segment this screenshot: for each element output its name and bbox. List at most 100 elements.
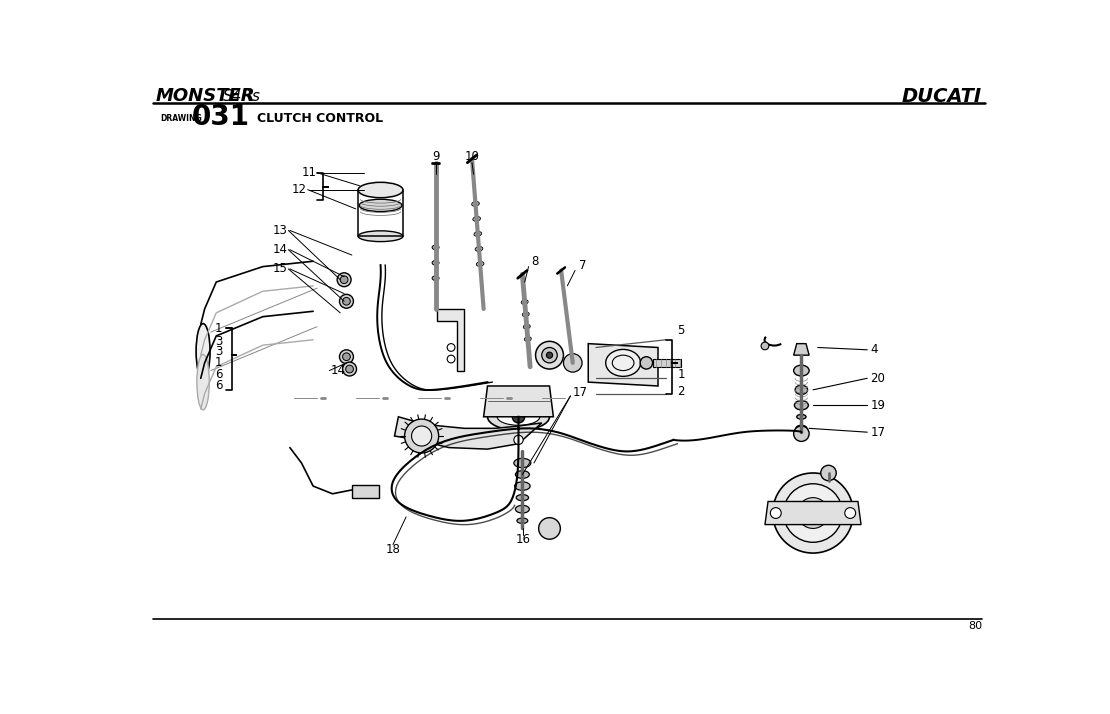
Circle shape <box>345 365 353 373</box>
Text: 80: 80 <box>968 621 982 631</box>
Ellipse shape <box>795 401 808 410</box>
Ellipse shape <box>360 199 402 211</box>
Circle shape <box>513 411 525 423</box>
Circle shape <box>340 350 353 363</box>
Circle shape <box>535 341 564 369</box>
Ellipse shape <box>514 458 531 468</box>
Circle shape <box>845 508 856 518</box>
Text: 6: 6 <box>215 379 222 393</box>
Circle shape <box>412 426 432 446</box>
Text: 10: 10 <box>465 150 480 163</box>
Ellipse shape <box>359 182 403 198</box>
Text: 3: 3 <box>215 345 222 358</box>
Text: 9: 9 <box>432 150 440 163</box>
Text: MONSTER: MONSTER <box>155 87 255 106</box>
Ellipse shape <box>196 354 210 410</box>
Text: DUCATI: DUCATI <box>901 87 982 106</box>
Ellipse shape <box>523 312 529 317</box>
Ellipse shape <box>795 386 808 394</box>
Circle shape <box>341 276 349 283</box>
Text: 20: 20 <box>870 372 886 385</box>
Ellipse shape <box>473 216 481 221</box>
Polygon shape <box>794 343 809 355</box>
Text: 17: 17 <box>870 426 886 438</box>
Text: 14: 14 <box>273 243 287 256</box>
Ellipse shape <box>497 408 539 426</box>
Circle shape <box>542 348 557 363</box>
Circle shape <box>447 343 455 351</box>
Text: 7: 7 <box>579 258 586 271</box>
Text: 18: 18 <box>385 543 401 555</box>
Ellipse shape <box>522 300 528 304</box>
Ellipse shape <box>196 323 210 379</box>
Ellipse shape <box>515 471 529 478</box>
Ellipse shape <box>432 276 440 281</box>
Circle shape <box>343 353 351 361</box>
Ellipse shape <box>797 414 806 419</box>
Ellipse shape <box>432 261 440 265</box>
Ellipse shape <box>517 518 527 523</box>
Ellipse shape <box>524 337 532 341</box>
Polygon shape <box>653 359 682 367</box>
Text: 031: 031 <box>191 104 250 131</box>
Circle shape <box>564 353 582 372</box>
Ellipse shape <box>794 365 809 376</box>
Text: 14: 14 <box>330 364 345 377</box>
Ellipse shape <box>359 231 403 241</box>
Text: 13: 13 <box>273 224 287 237</box>
Text: 3: 3 <box>215 335 222 348</box>
Text: DRAWING: DRAWING <box>161 114 202 124</box>
Text: 15: 15 <box>273 263 287 276</box>
Text: 5: 5 <box>677 324 685 337</box>
Ellipse shape <box>472 201 480 206</box>
Text: 12: 12 <box>292 183 307 196</box>
Circle shape <box>794 426 809 441</box>
Text: 16: 16 <box>516 533 531 546</box>
Text: CLUTCH CONTROL: CLUTCH CONTROL <box>256 112 383 125</box>
Text: 4: 4 <box>870 343 878 356</box>
Circle shape <box>538 518 561 539</box>
Circle shape <box>784 484 842 543</box>
Circle shape <box>546 352 553 358</box>
Text: 6: 6 <box>215 368 222 381</box>
Polygon shape <box>437 309 464 371</box>
Circle shape <box>761 342 769 350</box>
Ellipse shape <box>476 261 484 266</box>
Ellipse shape <box>523 324 531 329</box>
Text: S4Rs: S4Rs <box>222 89 261 104</box>
Text: 1: 1 <box>215 322 222 335</box>
Circle shape <box>773 473 854 553</box>
Polygon shape <box>588 343 658 386</box>
Text: 1: 1 <box>677 368 685 381</box>
Circle shape <box>770 508 781 518</box>
Ellipse shape <box>516 495 528 501</box>
Polygon shape <box>484 386 554 417</box>
Ellipse shape <box>515 506 529 513</box>
Circle shape <box>343 362 356 376</box>
Ellipse shape <box>487 403 549 431</box>
Circle shape <box>340 294 353 308</box>
Circle shape <box>640 357 653 369</box>
Text: 1: 1 <box>215 356 222 369</box>
Circle shape <box>337 273 351 286</box>
Text: 17: 17 <box>573 386 588 398</box>
Text: 19: 19 <box>870 398 886 412</box>
Ellipse shape <box>475 246 483 251</box>
Ellipse shape <box>432 245 440 250</box>
Ellipse shape <box>474 231 482 236</box>
Circle shape <box>514 436 523 445</box>
Text: 8: 8 <box>532 255 539 268</box>
Text: 11: 11 <box>301 166 316 179</box>
Text: 2: 2 <box>677 385 685 398</box>
Circle shape <box>820 466 836 481</box>
Polygon shape <box>394 417 542 449</box>
Ellipse shape <box>515 482 531 491</box>
Circle shape <box>404 419 438 453</box>
Ellipse shape <box>796 426 807 431</box>
Polygon shape <box>352 485 379 498</box>
Polygon shape <box>765 501 861 525</box>
Circle shape <box>343 298 351 305</box>
Ellipse shape <box>606 349 640 376</box>
Circle shape <box>797 498 828 528</box>
Circle shape <box>447 355 455 363</box>
